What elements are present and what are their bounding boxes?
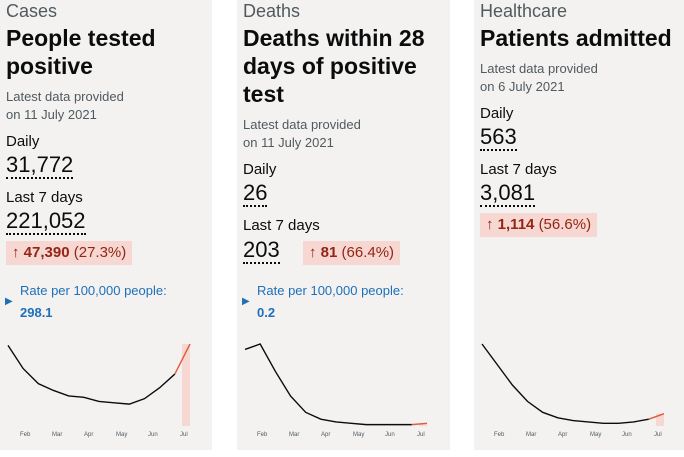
x-tick-label: Jul <box>180 432 188 438</box>
series-line <box>7 344 176 405</box>
daily-value[interactable]: 563 <box>480 124 517 151</box>
recent-series-line <box>648 413 665 420</box>
x-tick-label: Mar <box>289 432 299 438</box>
change-badge: ↑ 81 (66.4%) <box>303 241 401 265</box>
daily-value[interactable]: 26 <box>243 180 268 207</box>
rate-value: 0.2 <box>257 305 276 320</box>
card-healthcare: Healthcare Patients admitted Latest data… <box>474 0 684 450</box>
x-tick-label: May <box>116 432 127 438</box>
recent-period-shading <box>182 344 190 426</box>
last-7-days-value[interactable]: 3,081 <box>480 180 536 207</box>
card-deaths: Deaths Deaths within 28 days of positive… <box>237 0 450 450</box>
change-percent: (27.3%) <box>73 244 127 261</box>
arrow-up-icon: ↑ <box>309 244 317 261</box>
x-tick-label: May <box>353 432 364 438</box>
x-tick-label: Jun <box>148 432 158 438</box>
x-tick-label: Feb <box>257 432 268 438</box>
series-line <box>244 343 412 426</box>
daily-value[interactable]: 31,772 <box>6 152 74 179</box>
x-tick-label: Mar <box>526 432 536 438</box>
deaths-sparkline[interactable]: Feb Mar Apr May Jun Jul <box>237 340 437 444</box>
arrow-up-icon: ↑ <box>486 216 494 233</box>
change-percent: (56.6%) <box>538 216 592 233</box>
last-7-days-value[interactable]: 221,052 <box>6 208 86 235</box>
x-tick-label: Jun <box>622 432 632 438</box>
daily-label: Daily <box>480 105 514 122</box>
change-badge: ↑ 47,390 (27.3%) <box>6 241 133 265</box>
x-tick-label: Apr <box>84 432 93 438</box>
arrow-up-icon: ↑ <box>12 244 20 261</box>
recent-series-line <box>174 343 191 375</box>
expand-triangle-icon[interactable]: ▶ <box>242 296 250 307</box>
last-7-days-label: Last 7 days <box>480 161 557 178</box>
recent-period-shading <box>656 413 664 426</box>
change-badge: ↑ 1,114 (56.6%) <box>480 213 598 237</box>
last-7-days-value[interactable]: 203 <box>243 237 280 264</box>
x-tick-label: May <box>590 432 601 438</box>
card-title[interactable]: Patients admitted <box>480 25 672 51</box>
admissions-sparkline[interactable]: Feb Mar Apr May Jun Jul <box>474 340 674 444</box>
daily-label: Daily <box>6 133 40 150</box>
recent-period-shading <box>419 423 427 426</box>
x-tick-label: Jul <box>654 432 662 438</box>
rate-value: 298.1 <box>20 305 53 320</box>
x-tick-label: Jun <box>385 432 395 438</box>
series-line <box>481 343 649 424</box>
last-7-days-label: Last 7 days <box>6 189 83 206</box>
card-category: Deaths <box>243 1 301 21</box>
latest-data-provided: Latest data provided on 11 July 2021 <box>6 89 124 122</box>
change-percent: (66.4%) <box>341 244 395 261</box>
expand-triangle-icon[interactable]: ▶ <box>5 296 13 307</box>
x-tick-label: Apr <box>321 432 330 438</box>
latest-data-provided: Latest data provided on 11 July 2021 <box>243 117 361 150</box>
card-title[interactable]: People tested positive <box>6 25 156 79</box>
daily-label: Daily <box>243 161 277 178</box>
rate-toggle-label[interactable]: Rate per 100,000 people: <box>20 283 167 298</box>
card-category: Healthcare <box>480 1 568 21</box>
x-tick-label: Jul <box>417 432 425 438</box>
change-value: 1,114 <box>497 216 535 233</box>
change-value: 81 <box>320 244 338 261</box>
card-category: Cases <box>6 1 58 21</box>
change-value: 47,390 <box>23 244 70 261</box>
last-7-days-label: Last 7 days <box>243 217 320 234</box>
recent-series-line <box>411 422 428 426</box>
x-tick-label: Feb <box>494 432 505 438</box>
card-cases: Cases People tested positive Latest data… <box>0 0 212 450</box>
x-tick-label: Apr <box>558 432 567 438</box>
latest-data-provided: Latest data provided on 6 July 2021 <box>480 61 598 94</box>
rate-toggle-label[interactable]: Rate per 100,000 people: <box>257 283 404 298</box>
card-title[interactable]: Deaths within 28 days of positive test <box>243 25 425 107</box>
x-tick-label: Feb <box>20 432 31 438</box>
cases-sparkline[interactable]: Feb Mar Apr May Jun Jul <box>0 340 200 444</box>
x-tick-label: Mar <box>52 432 62 438</box>
